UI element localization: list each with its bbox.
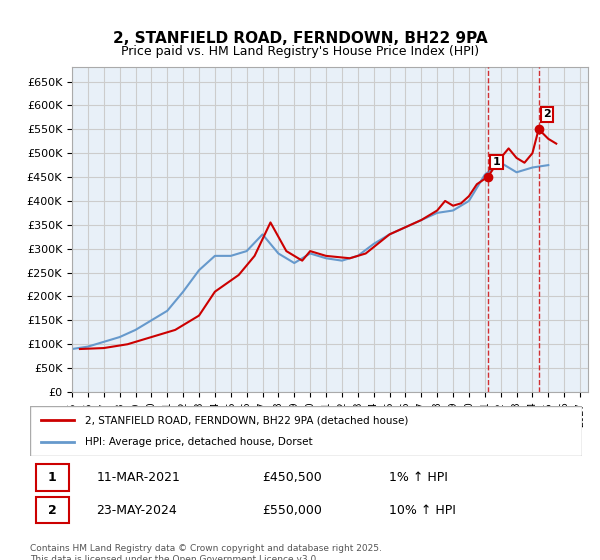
Text: 1% ↑ HPI: 1% ↑ HPI <box>389 471 448 484</box>
Text: 1: 1 <box>48 471 56 484</box>
Text: 2, STANFIELD ROAD, FERNDOWN, BH22 9PA (detached house): 2, STANFIELD ROAD, FERNDOWN, BH22 9PA (d… <box>85 415 409 425</box>
Text: 2: 2 <box>544 109 551 119</box>
FancyBboxPatch shape <box>30 406 582 456</box>
FancyBboxPatch shape <box>35 497 68 523</box>
FancyBboxPatch shape <box>35 464 68 491</box>
Text: Price paid vs. HM Land Registry's House Price Index (HPI): Price paid vs. HM Land Registry's House … <box>121 45 479 58</box>
Text: £450,500: £450,500 <box>262 471 322 484</box>
Text: Contains HM Land Registry data © Crown copyright and database right 2025.
This d: Contains HM Land Registry data © Crown c… <box>30 544 382 560</box>
Text: 2: 2 <box>48 503 56 517</box>
Text: 11-MAR-2021: 11-MAR-2021 <box>96 471 180 484</box>
Text: 10% ↑ HPI: 10% ↑ HPI <box>389 503 455 517</box>
Text: HPI: Average price, detached house, Dorset: HPI: Average price, detached house, Dors… <box>85 437 313 447</box>
Text: 2, STANFIELD ROAD, FERNDOWN, BH22 9PA: 2, STANFIELD ROAD, FERNDOWN, BH22 9PA <box>113 31 487 46</box>
Text: £550,000: £550,000 <box>262 503 322 517</box>
Text: 23-MAY-2024: 23-MAY-2024 <box>96 503 177 517</box>
Text: 1: 1 <box>493 157 500 167</box>
